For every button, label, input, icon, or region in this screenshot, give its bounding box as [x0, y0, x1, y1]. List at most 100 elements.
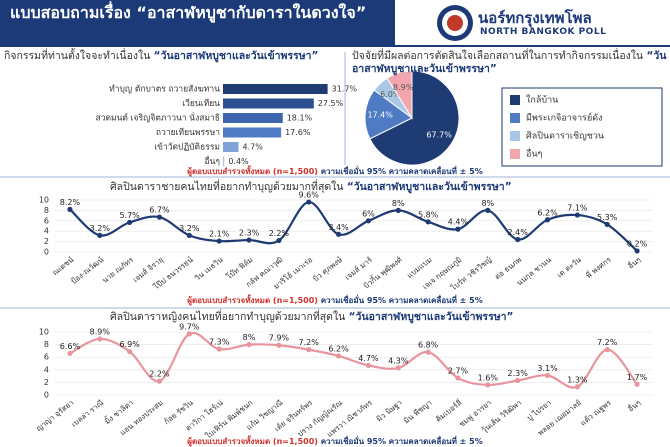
bar-label: สวดมนต์ เจริญจิตภาวนา นั่งสมาธิ: [96, 112, 220, 124]
y-tick-label: 4: [44, 365, 49, 374]
x-tick-label: ญาญ่า อุรัสยา: [34, 398, 75, 433]
point: [156, 378, 163, 384]
data-label: 18.1%: [287, 114, 313, 123]
data-label: 2.2%: [269, 229, 290, 238]
data-label: 4.4%: [448, 218, 469, 227]
point: [67, 206, 73, 212]
point: [574, 384, 580, 390]
point: [306, 199, 312, 205]
point: [365, 218, 372, 224]
point: [246, 237, 252, 243]
point: [634, 248, 640, 254]
line: [69, 200, 638, 252]
slice-label: 6.0%: [380, 90, 401, 99]
data-label: 3.2%: [179, 224, 200, 233]
bar: [223, 156, 225, 167]
x-tick-label: เบลล่า ราณี: [70, 398, 106, 429]
x-tick-label: ปู ไปรยา: [525, 398, 553, 423]
data-label: 8%: [243, 333, 256, 342]
footnote-part: ความเชื่อมั่น 95% ความคลาดเคลื่อนที่ ± 5…: [321, 435, 483, 446]
point: [544, 372, 551, 379]
footnote: ผู้ตอบแบบสำรวจทั้งหมด (n=1,500) ความเชื่…: [187, 165, 482, 177]
line: [69, 331, 638, 389]
data-label: 9.7%: [179, 322, 200, 331]
x-tick-label: บิว ศุภพงษ์: [311, 255, 344, 284]
point: [455, 226, 461, 232]
point: [485, 382, 491, 388]
bar: [223, 127, 282, 138]
chart-title-highlight: “วันอาสาฬหบูชาและวันเข้าพรรษา”: [348, 311, 514, 323]
footnote-part: ผู้ตอบแบบสำรวจทั้งหมด (n=1,500): [187, 165, 318, 177]
bar-label: ทำบุญ ตักบาตร ถวายสังฆทาน: [109, 85, 220, 95]
data-label: 2.3%: [508, 369, 529, 378]
data-label: 4.7%: [358, 354, 379, 363]
point: [395, 207, 401, 213]
data-label: 7.1%: [567, 204, 588, 213]
data-label: 2.3%: [239, 229, 260, 238]
footnote-part: ผู้ตอบแบบสำรวจทั้งหมด (n=1,500): [187, 294, 318, 306]
x-tick-label: อื่นๆ: [625, 254, 642, 271]
point: [216, 238, 222, 244]
chart-title: ศิลปินดาราหญิงคนไทยที่อยากทำบุญด้วยมากที…: [110, 311, 670, 324]
data-label: 6.6%: [60, 342, 81, 351]
data-label: 6.2%: [537, 208, 558, 217]
y-tick-label: 2: [44, 237, 49, 246]
point: [97, 336, 103, 342]
bar: [223, 98, 314, 109]
point: [127, 219, 133, 225]
chart-title-text: ปัจจัยที่มีผลต่อการตัดสินใจเลือกสถานที่ใ…: [352, 50, 644, 62]
data-label: 6%: [362, 209, 375, 218]
point: [276, 237, 282, 244]
y-tick-label: 0: [44, 248, 49, 257]
data-label: 8.2%: [60, 198, 81, 207]
pie-slice: [369, 70, 460, 166]
x-tick-label: ณเดชน์: [50, 255, 75, 277]
data-label: 4.3%: [388, 356, 409, 365]
chart-title-text: กิจกรรมที่ท่านตั้งใจจะทำเนื่องใน: [4, 50, 151, 62]
y-tick-label: 8: [44, 206, 49, 215]
legend-swatch: [510, 95, 520, 105]
data-label: 1.7%: [627, 373, 648, 382]
bar: [223, 113, 283, 123]
point: [395, 365, 401, 371]
data-label: 8%: [481, 199, 494, 208]
data-label: 3.2%: [90, 224, 111, 233]
data-label: 3.1%: [537, 364, 558, 373]
x-tick-label: มิน พีชญา: [402, 398, 434, 426]
data-label: 0.4%: [228, 157, 249, 166]
point: [604, 221, 610, 228]
chart-title-highlight: “วันอาสาฬหบูชาและวันเข้าพรรษา”: [352, 50, 667, 75]
logo-badge-core: [447, 15, 463, 31]
logo-text: นอร์ทกรุงเทพโพล: [478, 9, 592, 27]
chart-title: ปัจจัยที่มีผลต่อการตัดสินใจเลือกสถานที่ใ…: [352, 50, 667, 76]
data-label: 7.9%: [269, 334, 290, 343]
data-label: 8%: [392, 199, 405, 208]
point: [634, 381, 640, 387]
footnote: ผู้ตอบแบบสำรวจทั้งหมด (n=1,500) ความเชื่…: [187, 294, 482, 306]
x-tick-label: แต้ว ณฐพร: [578, 398, 612, 427]
data-label: 3.4%: [328, 223, 349, 232]
point: [425, 219, 431, 225]
data-label: 1.6%: [478, 373, 499, 382]
point: [127, 348, 133, 355]
data-label: 17.6%: [285, 128, 311, 137]
legend-label: อื่นๆ: [526, 147, 543, 160]
header-title: แบบสอบถามเรื่อง “อาสาฬหบูชากับดาราในดวงใ…: [0, 0, 395, 46]
point: [365, 362, 372, 368]
footnote-part: ผู้ตอบแบบสำรวจทั้งหมด (n=1,500): [187, 435, 318, 447]
slice-label: 67.7%: [426, 130, 452, 139]
point: [425, 349, 431, 355]
logo-text-en: NORTH BANGKOK POLL: [480, 27, 607, 37]
point: [455, 375, 461, 381]
data-label: 5.7%: [119, 211, 140, 220]
data-label: 5.8%: [418, 210, 439, 219]
footnote-part: ความเชื่อมั่น 95% ความคลาดเคลื่อนที่ ± 5…: [321, 165, 483, 176]
data-label: 8.9%: [90, 327, 111, 336]
legend-label: ศิลปินดาราเชิญชวน: [526, 131, 604, 142]
point: [485, 207, 491, 213]
data-label: 2.4%: [508, 228, 529, 237]
point: [515, 377, 521, 384]
x-tick-label: เต ตะวัน: [555, 255, 583, 279]
footnote: ผู้ตอบแบบสำรวจทั้งหมด (n=1,500) ความเชื่…: [187, 435, 482, 447]
